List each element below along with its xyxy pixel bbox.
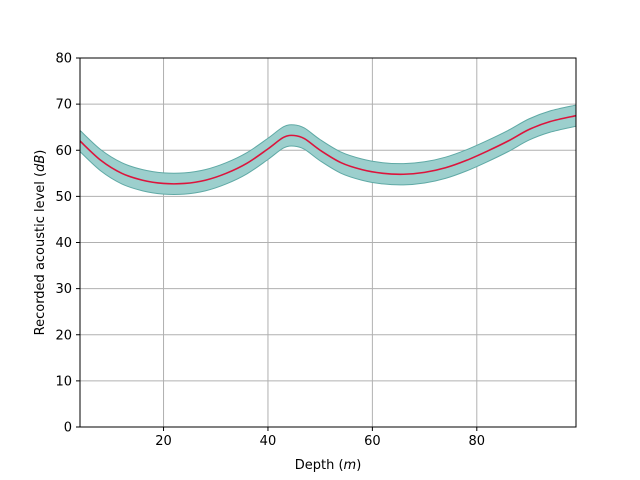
x-tick-label: 20	[155, 434, 172, 449]
x-tick-label: 80	[469, 434, 486, 449]
y-tick-label: 70	[55, 98, 72, 113]
grid	[80, 57, 576, 428]
y-tick-label: 20	[55, 328, 72, 343]
y-tick-label: 40	[55, 236, 72, 251]
y-tick-label: 0	[64, 421, 72, 436]
y-tick-label: 10	[55, 374, 72, 389]
y-tick-label: 50	[55, 190, 72, 205]
y-axis-label: Recorded acoustic level (dB)	[33, 150, 48, 336]
x-axis-label: Depth (m)	[295, 458, 362, 473]
y-tick-label: 80	[55, 52, 72, 67]
y-tick-label: 60	[55, 144, 72, 159]
x-tick-label: 40	[260, 434, 277, 449]
series-line	[79, 114, 577, 185]
y-tick-label: 30	[55, 282, 72, 297]
x-tick-label: 60	[364, 434, 381, 449]
series-line-layer	[79, 114, 577, 185]
axis-ticks: 20 40 60 80 0 10 20 30 40 50 60 70 80	[55, 52, 485, 450]
